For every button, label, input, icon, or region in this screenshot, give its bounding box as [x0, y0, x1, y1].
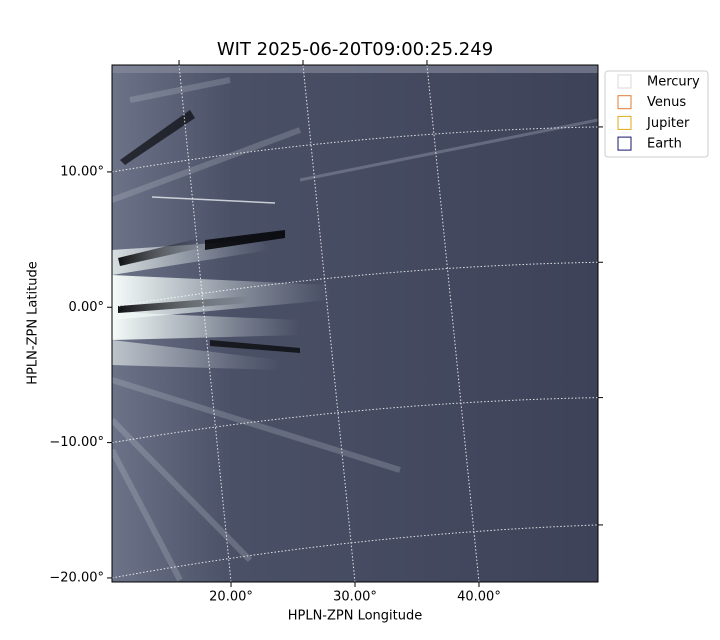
y-tick-label: −10.00°	[49, 435, 104, 450]
x-axis-label: HPLN-ZPN Longitude	[288, 609, 423, 624]
plot-frame	[111, 64, 599, 583]
legend-swatch	[617, 74, 632, 89]
y-axis-label: HPLN-ZPN Latitude	[26, 261, 41, 384]
legend-label: Jupiter	[646, 116, 690, 131]
grid-line	[111, 126, 599, 173]
legend-label: Earth	[647, 137, 682, 152]
legend-swatch	[617, 95, 632, 110]
legend-label: Mercury	[647, 75, 700, 90]
grid-line	[111, 397, 599, 444]
axes: 20.00° 30.00° 40.00° −20.00° −10.00° 0.00° 10.…	[49, 60, 603, 605]
x-tick-label: 40.00°	[457, 590, 501, 605]
legend-swatch	[617, 136, 632, 151]
y-tick-label: −20.00°	[49, 570, 104, 585]
grid-line	[178, 64, 232, 583]
y-tick-label: 10.00°	[60, 164, 104, 179]
legend	[604, 70, 709, 158]
x-tick-label: 30.00°	[333, 590, 377, 605]
grid-line	[111, 261, 599, 308]
chart-title: WIT 2025-06-20T09:00:25.249	[217, 39, 493, 60]
grid-line	[426, 64, 480, 583]
legend-label: Venus	[647, 95, 686, 110]
x-tick-label: 20.00°	[209, 590, 253, 605]
y-tick-label: 0.00°	[69, 300, 104, 315]
grid-line	[302, 64, 356, 583]
grid-line	[111, 524, 599, 579]
legend-swatch	[617, 115, 632, 130]
image	[112, 65, 598, 582]
